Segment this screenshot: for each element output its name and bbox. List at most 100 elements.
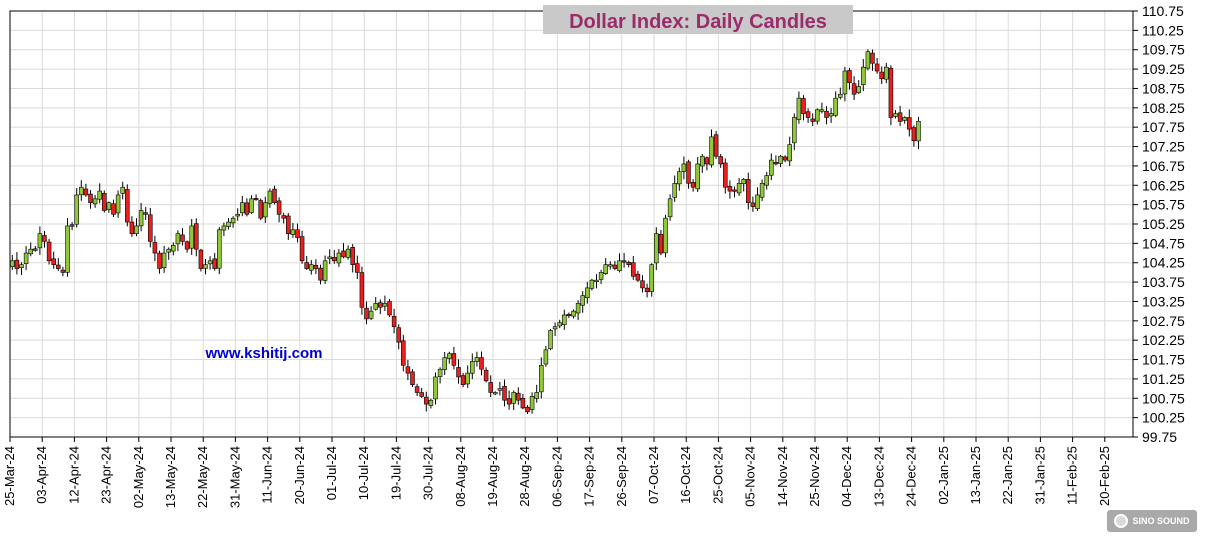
candle [704, 156, 710, 171]
candle [608, 261, 613, 270]
website-link[interactable]: www.kshitij.com [205, 345, 323, 362]
candle-body [621, 260, 627, 263]
candle [97, 183, 102, 204]
candle [888, 65, 894, 126]
candle [759, 179, 765, 202]
candle [203, 258, 208, 275]
candle [405, 359, 411, 381]
candle-body [332, 257, 337, 262]
y-tick-label: 107.75 [1142, 119, 1185, 135]
candle-body [516, 392, 521, 401]
candle [764, 171, 769, 190]
candle [810, 113, 815, 126]
candle [879, 66, 884, 85]
candle [359, 266, 365, 315]
candle-body [488, 382, 493, 393]
candle-body [907, 117, 912, 130]
candle [106, 201, 112, 213]
candle-body [805, 111, 811, 118]
candle [672, 175, 677, 202]
candle [189, 219, 194, 255]
candle-body [497, 388, 503, 391]
candle-body [654, 233, 659, 264]
candle [447, 351, 452, 364]
candle [355, 255, 360, 280]
candle [897, 105, 903, 127]
candle-body [792, 117, 797, 144]
candle [552, 322, 558, 337]
candle [778, 154, 783, 168]
x-tick-label: 31-Jan-25 [1032, 446, 1047, 505]
candle [240, 195, 245, 217]
candle-body [506, 398, 512, 405]
candle [304, 255, 309, 270]
candle-body [46, 241, 52, 262]
candle [299, 230, 305, 264]
y-tick-label: 103.75 [1142, 274, 1185, 290]
candle-body [649, 264, 654, 292]
y-tick-label: 105.25 [1142, 216, 1185, 232]
candle-body [718, 156, 723, 165]
x-tick-label: 28-Aug-24 [517, 446, 532, 507]
candle-body [833, 97, 838, 116]
candle-body [782, 156, 788, 161]
candle [580, 291, 585, 313]
candle-body [65, 225, 70, 273]
candle [111, 199, 116, 217]
candle [548, 328, 553, 351]
candle-body [667, 198, 673, 218]
candle-body [562, 314, 567, 325]
candle [456, 359, 461, 384]
axes-layer [9, 10, 1138, 442]
candle-body [902, 117, 907, 121]
candle-body [433, 376, 438, 400]
candle [244, 198, 250, 217]
x-tick-label: 08-Aug-24 [453, 446, 468, 507]
candle-body [529, 396, 535, 410]
candle-body [552, 326, 558, 330]
candle [184, 240, 190, 253]
candle [723, 158, 728, 194]
candle-body [14, 259, 20, 269]
candle [69, 222, 75, 231]
x-tick-label: 20-Jun-24 [292, 446, 307, 505]
candle-body [571, 310, 576, 317]
candle [851, 76, 857, 101]
candle [180, 228, 185, 246]
candle [525, 405, 530, 415]
candle-body [612, 264, 618, 269]
candle-body [617, 260, 622, 271]
candle-body [773, 162, 779, 165]
y-tick-label: 102.75 [1142, 313, 1185, 329]
candle [171, 242, 176, 256]
candle [479, 351, 484, 376]
candle-body [166, 248, 171, 253]
x-tick-label: 23-Apr-24 [99, 446, 114, 504]
candle [612, 260, 618, 271]
candle-body [828, 113, 834, 117]
candle-body [189, 225, 194, 249]
candle-body [424, 396, 429, 405]
x-tick-label: 22-May-24 [195, 446, 210, 508]
candle [815, 108, 820, 125]
candle-body [741, 179, 746, 184]
candle-body [143, 212, 148, 215]
candle [916, 116, 921, 149]
candle [718, 153, 723, 168]
candle [755, 187, 760, 211]
candle-body [557, 322, 562, 327]
candle [713, 130, 719, 159]
candle [23, 246, 29, 271]
candle [102, 190, 107, 213]
candle-body [51, 258, 56, 265]
candle [345, 245, 351, 260]
candle-body [336, 252, 342, 264]
candle-body [727, 186, 733, 192]
candle-body [663, 217, 668, 254]
candle [327, 249, 332, 265]
y-tick-label: 101.75 [1142, 352, 1185, 368]
candle [805, 108, 811, 123]
candle-body [520, 398, 526, 409]
candle-body [447, 353, 452, 359]
candle-body [304, 262, 309, 269]
